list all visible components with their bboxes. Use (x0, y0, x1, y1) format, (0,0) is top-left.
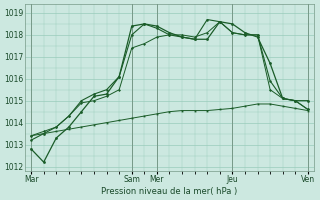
X-axis label: Pression niveau de la mer( hPa ): Pression niveau de la mer( hPa ) (101, 187, 238, 196)
